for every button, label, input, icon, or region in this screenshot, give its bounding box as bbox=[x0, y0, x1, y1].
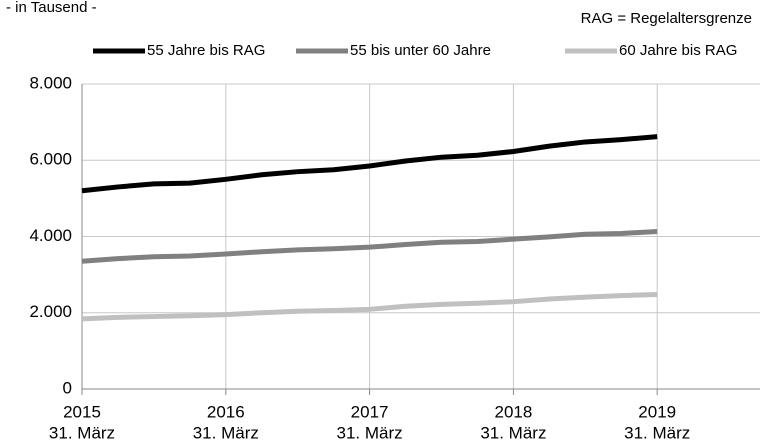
x-tick-label: 2017 bbox=[351, 402, 389, 421]
y-tick-label: 0 bbox=[63, 378, 72, 397]
x-tick-sublabel: 31. März bbox=[337, 423, 403, 442]
legend-label: 60 Jahre bis RAG bbox=[619, 42, 737, 59]
legend-label: 55 bis unter 60 Jahre bbox=[350, 42, 491, 59]
x-tick-label: 2018 bbox=[494, 402, 532, 421]
y-tick-label: 2.000 bbox=[29, 302, 72, 321]
y-tick-label: 8.000 bbox=[29, 73, 72, 92]
y-tick-label: 4.000 bbox=[29, 226, 72, 245]
x-tick-sublabel: 31. März bbox=[193, 423, 259, 442]
subtitle: - in Tausend - bbox=[6, 0, 97, 16]
x-tick-label: 2015 bbox=[63, 402, 101, 421]
x-tick-sublabel: 31. März bbox=[49, 423, 115, 442]
x-tick-sublabel: 31. März bbox=[480, 423, 546, 442]
annotation: RAG = Regelaltersgrenze bbox=[581, 10, 752, 27]
x-tick-label: 2016 bbox=[207, 402, 245, 421]
y-tick-label: 6.000 bbox=[29, 150, 72, 169]
series-line bbox=[81, 291, 658, 322]
series-line bbox=[81, 134, 658, 194]
series-line bbox=[81, 229, 658, 264]
x-tick-label: 2019 bbox=[638, 402, 676, 421]
legend-label: 55 Jahre bis RAG bbox=[147, 42, 265, 59]
x-tick-sublabel: 31. März bbox=[624, 423, 690, 442]
